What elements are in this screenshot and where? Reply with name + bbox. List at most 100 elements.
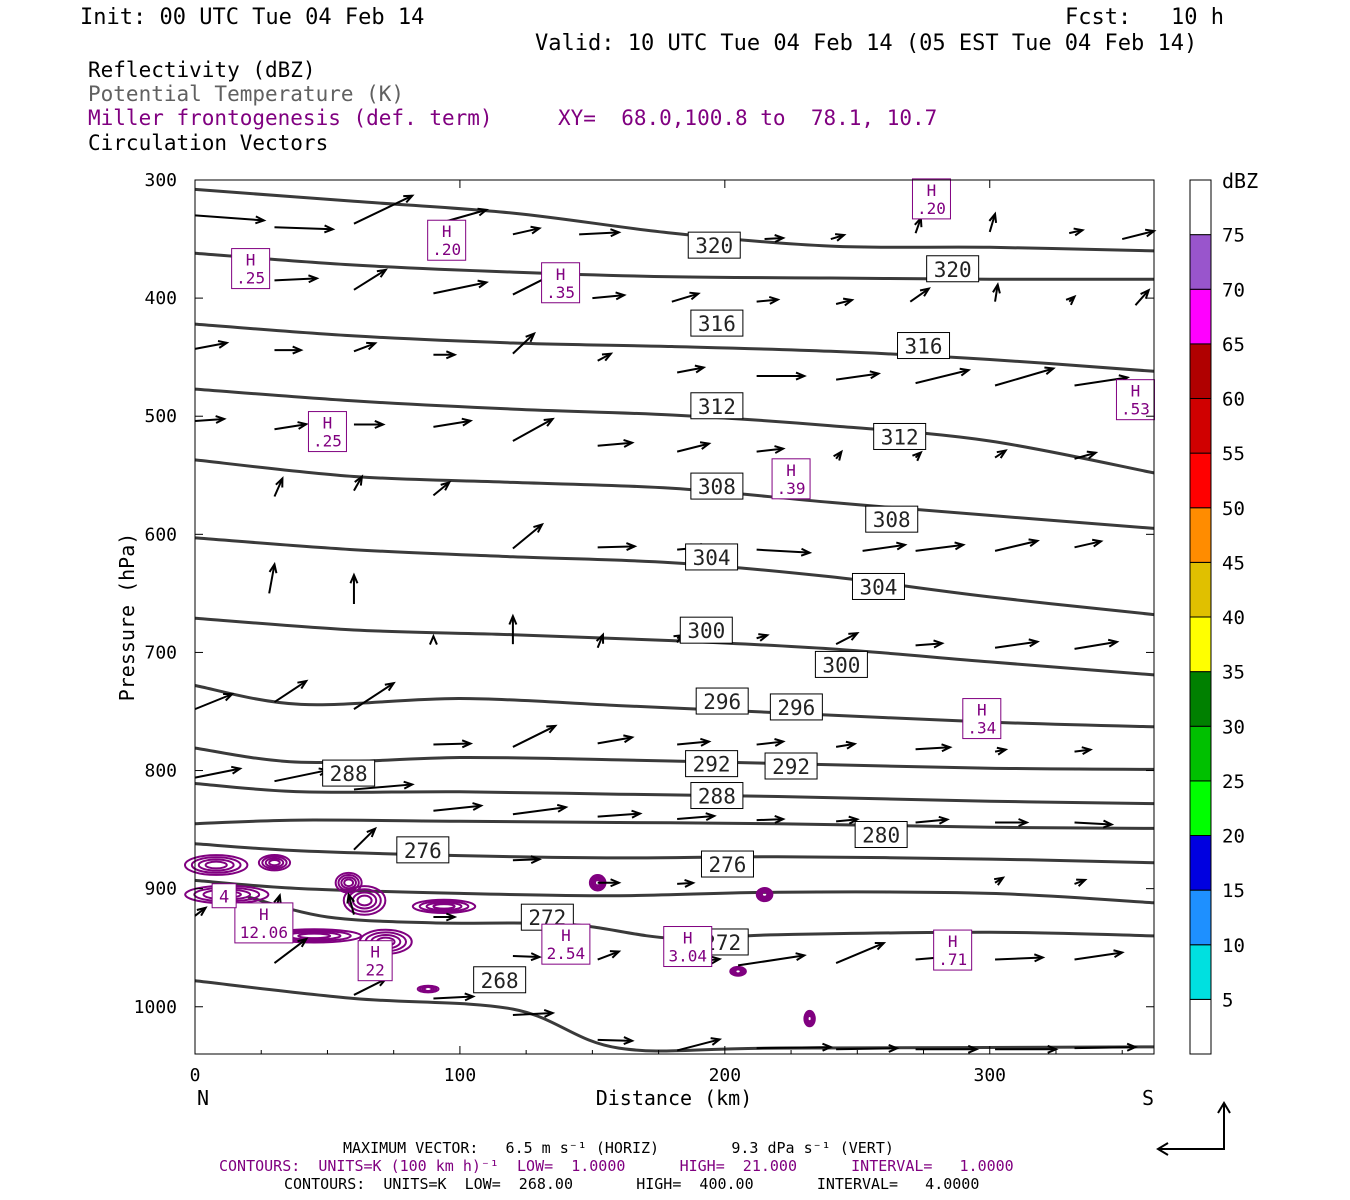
circulation-vector xyxy=(677,879,696,888)
frontogenesis-contour xyxy=(806,1014,813,1023)
circulation-vector xyxy=(346,892,355,915)
circulation-vector xyxy=(1074,878,1088,887)
circulation-vector xyxy=(993,876,1006,886)
circulation-vector xyxy=(433,912,458,922)
frontogenesis-max: H3.04 xyxy=(663,926,713,968)
theta-label-text: 276 xyxy=(404,839,442,863)
colorbar-segment xyxy=(1189,179,1212,236)
max-label: H xyxy=(683,929,693,948)
theta-label: 292 xyxy=(685,750,739,778)
circulation-vector xyxy=(995,1044,1059,1054)
circulation-vector xyxy=(353,194,415,225)
circulation-vector xyxy=(194,340,230,350)
circulation-vector xyxy=(597,809,643,819)
colorbar-segment xyxy=(1189,343,1212,399)
circulation-vector xyxy=(992,282,1001,302)
x-tick-label: 100 xyxy=(444,1065,477,1086)
max-value: 2.54 xyxy=(547,944,586,963)
max-label: H xyxy=(370,943,380,962)
max-value: 12.06 xyxy=(240,923,288,942)
y-tick-label: 900 xyxy=(144,879,177,900)
circulation-vector xyxy=(353,341,378,353)
max-label: H xyxy=(786,461,796,480)
theta-label-text: 296 xyxy=(703,690,741,714)
frontogenesis-contour xyxy=(418,900,470,913)
valid-time: Valid: 10 UTC Tue 04 Feb 14 (05 EST Tue … xyxy=(535,31,1198,56)
circulation-vector xyxy=(994,538,1040,552)
circulation-vector xyxy=(994,746,1009,756)
y-tick-label: 700 xyxy=(144,642,177,663)
colorbar-level: 5 xyxy=(1222,989,1233,1011)
theta-contour-312 xyxy=(194,387,1155,475)
circulation-vector xyxy=(1074,450,1099,460)
colorbar-level: 65 xyxy=(1222,334,1245,356)
colorbar-level: 15 xyxy=(1222,880,1245,902)
circulation-vector xyxy=(677,812,717,822)
frontogenesis-contour xyxy=(297,932,332,940)
circulation-vector xyxy=(915,1044,980,1054)
theta-label-text: 320 xyxy=(695,234,733,258)
circulation-vector xyxy=(353,268,388,291)
colorbar-segment xyxy=(1189,780,1212,836)
circulation-vector xyxy=(676,441,712,453)
frontogenesis-contour xyxy=(734,968,742,975)
theta-label-text: 268 xyxy=(481,969,519,993)
max-value: .20 xyxy=(917,199,946,218)
x-axis-title: Distance (km) xyxy=(596,1086,753,1110)
theta-label-text: 292 xyxy=(772,755,810,779)
circulation-vector xyxy=(353,474,364,492)
circulation-vector xyxy=(512,1009,556,1018)
circulation-vector xyxy=(909,287,931,303)
colorbar-level: 55 xyxy=(1222,443,1245,465)
max-value: .35 xyxy=(546,283,575,302)
north-end-label: N xyxy=(197,1086,209,1110)
colorbar-segment xyxy=(1189,889,1212,946)
theta-contour-280 xyxy=(194,842,1155,865)
theta-label-text: 304 xyxy=(860,575,898,599)
x-tick-label: 0 xyxy=(190,1065,201,1086)
y-tick-label: 1000 xyxy=(134,997,177,1018)
theta-label-text: 308 xyxy=(873,508,911,532)
circulation-vector xyxy=(592,291,627,301)
frontogenesis-contour xyxy=(757,888,772,901)
theta-label-text: 296 xyxy=(777,696,815,720)
theta-label-text: 316 xyxy=(905,335,943,359)
colorbar-level: 60 xyxy=(1222,389,1245,411)
colorbar-level: 35 xyxy=(1222,662,1245,684)
circulation-vector xyxy=(268,561,278,594)
frontogenesis-max: H.35 xyxy=(541,262,581,304)
circulation-vector xyxy=(833,449,843,461)
circulation-vector xyxy=(676,364,707,374)
theta-label: 288 xyxy=(322,759,376,787)
theta-contour-268 xyxy=(194,979,1155,1053)
circulation-vector xyxy=(835,370,882,381)
x-tick-label: 200 xyxy=(709,1065,742,1086)
axes: 300 400 500 600 700 800 900 1000 0 100 200 300 xyxy=(134,170,1154,1086)
colorbar-level: 70 xyxy=(1222,279,1245,301)
colorbar-level: 20 xyxy=(1222,826,1245,848)
colorbar-segment xyxy=(1189,234,1212,290)
theta-label-text: 304 xyxy=(693,546,731,570)
circulation-vector xyxy=(433,802,484,812)
circulation-vector xyxy=(512,522,545,550)
circulation-vector xyxy=(1074,1042,1139,1052)
theta-label: 276 xyxy=(396,836,450,864)
theta-label: 276 xyxy=(700,850,754,878)
circulation-vector xyxy=(836,1043,900,1053)
circulation-vector xyxy=(353,681,396,710)
theta-label: 308 xyxy=(865,505,919,533)
circulation-vector xyxy=(1074,819,1115,829)
circulation-vector xyxy=(433,739,474,749)
legend-xy-endpoints: XY= 68.0,100.8 to 78.1, 10.7 xyxy=(558,106,938,130)
vector-key-icon xyxy=(1156,1101,1231,1156)
max-label: H xyxy=(259,905,269,924)
max-label: H xyxy=(323,414,333,433)
circulation-vector xyxy=(433,279,489,295)
colorbar-level: 75 xyxy=(1222,225,1245,247)
circulation-vector xyxy=(835,297,855,307)
circulation-vector xyxy=(737,952,807,967)
circulation-vector xyxy=(512,331,536,355)
theta-label-text: 292 xyxy=(693,753,731,777)
footer-max-vector: MAXIMUM VECTOR: 6.5 m s⁻¹ (HORIZ) 9.3 dP… xyxy=(343,1139,894,1157)
